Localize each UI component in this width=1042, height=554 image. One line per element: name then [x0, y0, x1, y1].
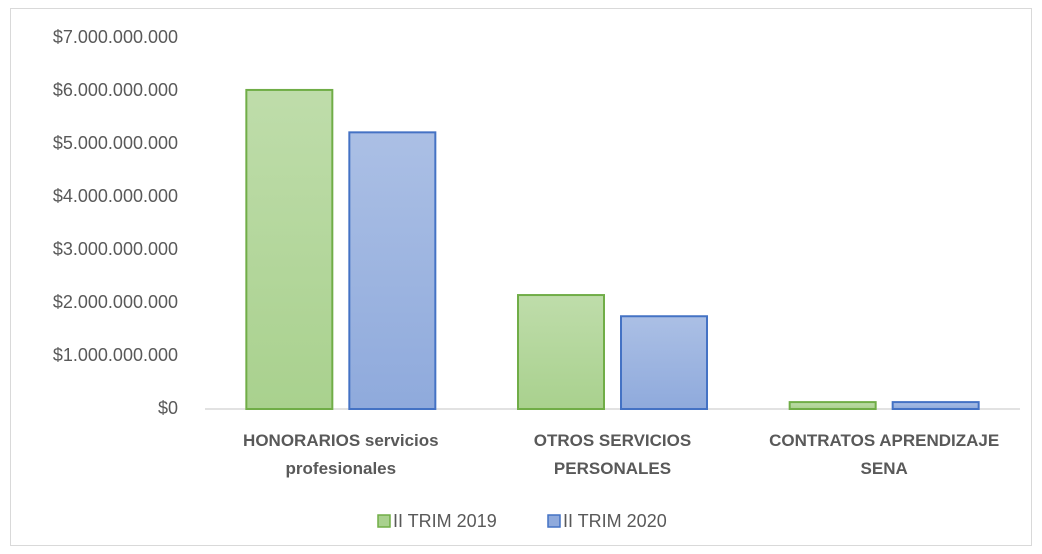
legend-swatch	[547, 514, 561, 528]
bar	[245, 88, 334, 410]
bar	[788, 401, 877, 410]
legend-label: II TRIM 2020	[563, 511, 667, 531]
y-tick-label: $0	[158, 398, 178, 418]
x-tick-label: HONORARIOS servicios profesionales	[243, 431, 439, 478]
x-tick-label: OTROS SERVICIOS PERSONALES	[533, 431, 692, 478]
bar	[348, 131, 437, 410]
y-tick-label: $2.000.000.000	[53, 292, 178, 312]
y-tick-label: $1.000.000.000	[53, 345, 178, 365]
y-tick-label: $5.000.000.000	[53, 133, 178, 153]
y-tick-label: $4.000.000.000	[53, 186, 178, 206]
chart-border	[10, 8, 1032, 546]
bar	[620, 315, 708, 410]
y-tick-label: $7.000.000.000	[53, 27, 178, 47]
x-tick-label: CONTRATOS APRENDIZAJE SENA	[769, 431, 1000, 478]
bar	[517, 294, 605, 410]
bar	[891, 401, 980, 410]
legend-swatch	[377, 514, 391, 528]
y-tick-label: $3.000.000.000	[53, 239, 178, 259]
y-tick-label: $6.000.000.000	[53, 80, 178, 100]
legend-label: II TRIM 2019	[393, 511, 497, 531]
